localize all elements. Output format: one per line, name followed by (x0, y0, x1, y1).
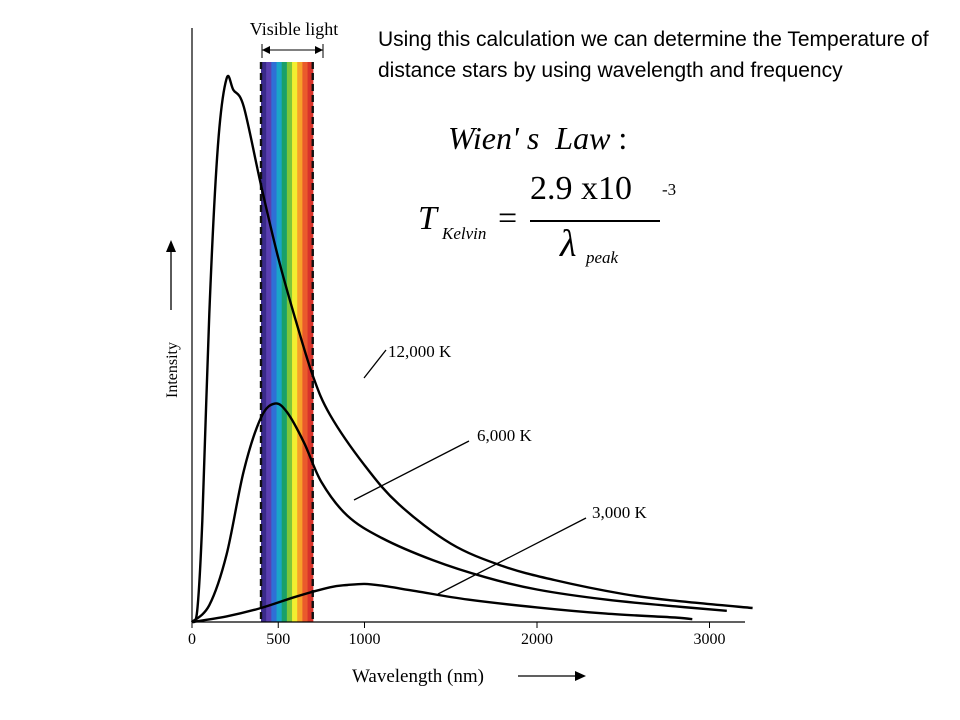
x-tick-label: 1000 (349, 631, 381, 648)
x-tick-label: 500 (266, 631, 290, 648)
wiens-law-title: Wien' s Law : (448, 120, 627, 157)
series-label-3000kk: 3,000 K (592, 503, 648, 522)
spectrum-stripe (271, 62, 278, 622)
visible-light-arrow (261, 44, 324, 58)
wiens-law-formula: T Kelvin = 2.9 x10 -3 λ peak (418, 170, 678, 280)
x-tick-label: 2000 (521, 631, 553, 648)
x-ticks: 0 500 1000 2000 3000 (188, 622, 726, 648)
visible-light-label: Visible light (250, 19, 338, 39)
spectrum-stripe (292, 62, 298, 622)
axes (191, 28, 745, 623)
x-axis-arrow (518, 671, 586, 681)
formula-temperature: T (418, 200, 437, 237)
y-axis-arrow (166, 240, 176, 310)
explanation-text: Using this calculation we can determine … (378, 28, 929, 82)
formula-temperature-subscript: Kelvin (442, 224, 487, 243)
curve-12000kk (190, 74, 753, 624)
x-tick-label: 0 (188, 631, 196, 648)
label-leader-lines (353, 349, 587, 595)
leader-line (353, 440, 470, 501)
formula-numerator: 2.9 x10 (530, 170, 632, 207)
spectrum-stripe (266, 62, 272, 622)
curves-layer (190, 74, 753, 624)
series-labels: 12,000 K 6,000 K 3,000 K (388, 342, 648, 522)
spectrum-stripe (281, 62, 288, 622)
leader-line (363, 349, 387, 379)
x-axis-label: Wavelength (nm) (352, 666, 484, 687)
spectrum-stripe (276, 62, 283, 622)
formula-fraction-bar (530, 220, 660, 222)
formula-lambda-subscript: peak (586, 248, 619, 267)
y-axis-label: Intensity (164, 342, 181, 398)
x-tick-label: 3000 (694, 631, 726, 648)
series-label-6000kk: 6,000 K (477, 426, 533, 445)
spectrum-stripe (297, 62, 303, 622)
curve-6000kk (191, 402, 727, 623)
leader-line (437, 517, 587, 595)
spectrum-stripe (307, 62, 314, 622)
formula-lambda: λ (560, 223, 577, 265)
wiens-law-title-text: Wien' s Law (448, 120, 611, 156)
formula-equals: = (498, 200, 518, 237)
spectrum-stripe (302, 62, 309, 622)
spectrum-stripe (286, 62, 293, 622)
curve-3000kk (191, 582, 693, 624)
spectrum-stripe (261, 62, 267, 622)
visible-spectrum-band (259, 62, 314, 622)
formula-numerator-exponent: -3 (662, 180, 677, 199)
series-label-12000kk: 12,000 K (388, 342, 452, 361)
wiens-law-colon: : (618, 120, 628, 156)
